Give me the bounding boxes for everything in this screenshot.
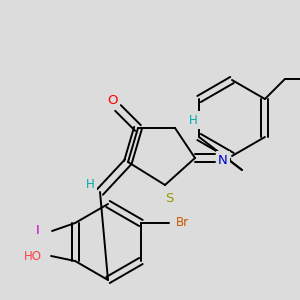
Text: I: I [36,224,40,238]
Text: H: H [189,113,197,127]
Text: Br: Br [176,217,190,230]
Text: HO: HO [24,250,42,262]
Text: O: O [108,94,118,106]
Text: H: H [85,178,94,190]
Text: N: N [218,154,228,166]
Text: S: S [165,193,173,206]
